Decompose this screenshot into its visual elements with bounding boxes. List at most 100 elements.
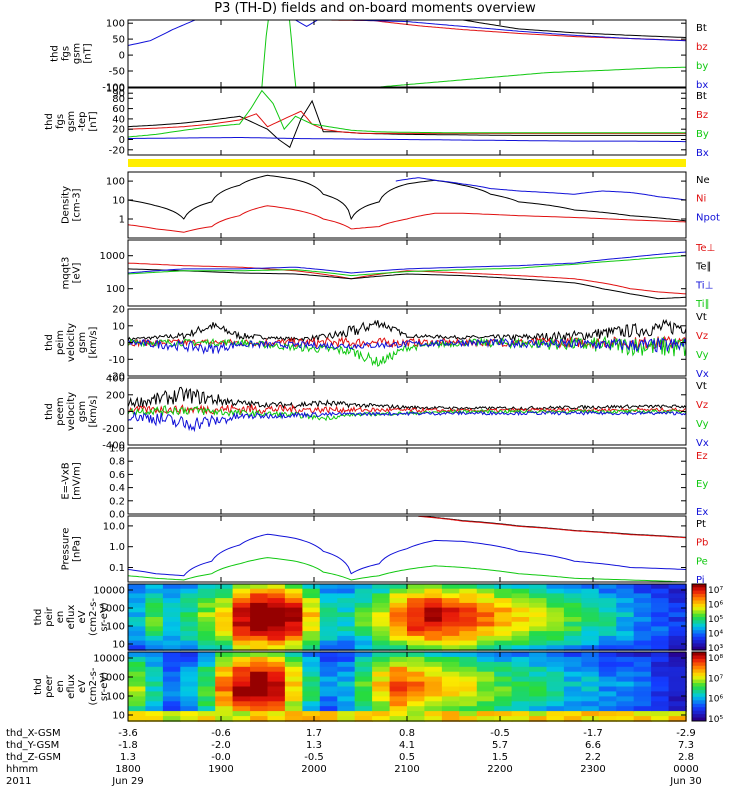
- spectrogram-cell: [337, 631, 356, 637]
- spectrogram-cell: [389, 676, 408, 683]
- spectrogram-cell: [546, 701, 565, 707]
- spectrogram-cell: [476, 607, 495, 614]
- spectrogram-cell: [337, 701, 356, 707]
- spectrogram-cell: [319, 696, 338, 703]
- colorbar-frame: [691, 651, 707, 722]
- spectrogram-cell: [162, 640, 182, 647]
- spectrogram-cell: [162, 593, 182, 599]
- spectrogram-cell: [633, 652, 652, 658]
- spectrogram-cell: [372, 716, 391, 722]
- spectrogram-cell: [651, 666, 670, 673]
- spectrogram-cell: [302, 640, 321, 647]
- spectrogram-cell: [511, 661, 530, 668]
- spectrogram-cell: [267, 661, 286, 668]
- colorbar-segment: [692, 700, 706, 705]
- colorbar-segment: [692, 652, 706, 656]
- y-axis-label: mqqt3 [eV]: [61, 257, 83, 290]
- spectrogram-cell: [215, 706, 234, 712]
- spectrogram-cell: [354, 640, 373, 647]
- spectrogram-cell: [372, 701, 391, 707]
- colorbar-segment: [692, 617, 706, 621]
- spectrogram-cell: [529, 588, 548, 595]
- spectrogram-cell: [319, 711, 338, 717]
- spectrogram-cell: [476, 621, 495, 628]
- spectrogram-cell: [407, 691, 426, 698]
- spectrogram-cell: [598, 598, 617, 604]
- spectrogram-cell: [546, 588, 565, 595]
- spectrogram-cell: [441, 640, 461, 647]
- spectrogram-cell: [267, 706, 286, 712]
- spectrogram-cell: [128, 626, 147, 632]
- spectrogram-cell: [354, 645, 373, 651]
- spectrogram-cell: [162, 661, 182, 668]
- spectrogram-cell: [215, 593, 234, 599]
- legend-entry: Bt: [696, 91, 707, 102]
- ephemeris-z-value: 2.2: [585, 752, 601, 763]
- spectrogram-cell: [197, 593, 216, 599]
- spectrogram-cell: [651, 691, 670, 698]
- y-tick-label: 0.8: [109, 457, 125, 468]
- spectrogram-cell: [511, 612, 530, 618]
- colorbar-segment: [692, 587, 706, 592]
- spectrogram-cell: [511, 652, 530, 658]
- spectrogram-cell: [354, 671, 373, 678]
- y-tick-label: -20: [109, 145, 125, 156]
- spectrogram-cell: [511, 666, 530, 673]
- spectrogram-cell: [424, 640, 443, 647]
- ephemeris-y-value: -1.8: [118, 740, 138, 751]
- spectrogram-cell: [546, 621, 565, 628]
- spectrogram-cell: [232, 666, 251, 673]
- spectrogram-cell: [616, 631, 635, 637]
- y-tick-label: 1000: [100, 673, 125, 684]
- spectrogram-cell: [616, 645, 635, 651]
- spectrogram-cell: [546, 676, 565, 683]
- spectrogram-cell: [616, 593, 635, 599]
- y-axis-label-line: eflux: [66, 605, 77, 630]
- spectrogram-cell: [215, 716, 234, 722]
- spectrogram-cell: [598, 711, 617, 717]
- spectrogram-cell: [162, 584, 182, 590]
- spectrogram-cell: [494, 640, 513, 647]
- spectrogram-cell: [651, 602, 670, 609]
- spectrogram-cell: [250, 706, 269, 712]
- spectrogram-cell: [197, 691, 216, 698]
- spectrogram-cell: [284, 598, 304, 604]
- spectrogram-cell: [494, 716, 513, 722]
- spectrogram-cell: [267, 640, 286, 647]
- y-axis-label-line: [nPa]: [72, 536, 83, 562]
- spectrogram-cell: [511, 686, 530, 693]
- spectrogram-cell: [616, 612, 635, 618]
- y-axis-label: Pressure [nPa]: [61, 528, 83, 571]
- spectrogram-cell: [424, 701, 443, 707]
- spectrogram-cell: [581, 617, 600, 623]
- spectrogram-cell: [354, 635, 373, 642]
- spectrogram-cell: [616, 696, 635, 703]
- spectrogram-cell: [529, 661, 548, 668]
- colorbar-segment: [692, 640, 706, 644]
- spectrogram-cell: [389, 706, 408, 712]
- spectrogram-cell: [529, 706, 548, 712]
- spectrogram-cell: [546, 602, 565, 609]
- spectrogram-cell: [267, 652, 286, 658]
- y-axis-label-line: [km/s]: [88, 326, 99, 358]
- spectrogram-cell: [372, 681, 391, 688]
- spectrogram-cell: [180, 626, 199, 632]
- series-line-Bt: [127, 99, 686, 149]
- spectrogram-cell: [197, 598, 216, 604]
- colorbar-label: 10⁴: [708, 630, 723, 640]
- spectrogram-cell: [598, 645, 617, 651]
- y-tick-label: 0.1: [109, 563, 125, 574]
- spectrogram-cell: [145, 706, 164, 712]
- series-line-Bx: [128, 137, 686, 143]
- spectrogram-cell: [284, 607, 304, 614]
- colorbar-segment: [692, 633, 706, 638]
- spectrogram-cell: [441, 612, 461, 618]
- colorbar-segment: [692, 710, 706, 715]
- spectrogram-cell: [162, 676, 182, 683]
- spectrogram-cell: [389, 626, 408, 632]
- spectrogram-cell: [668, 716, 687, 722]
- spectrogram-cell: [284, 661, 304, 668]
- spectrogram-cell: [354, 661, 373, 668]
- spectrogram-cell: [441, 588, 461, 595]
- ephemeris-x-value: -0.6: [211, 728, 231, 739]
